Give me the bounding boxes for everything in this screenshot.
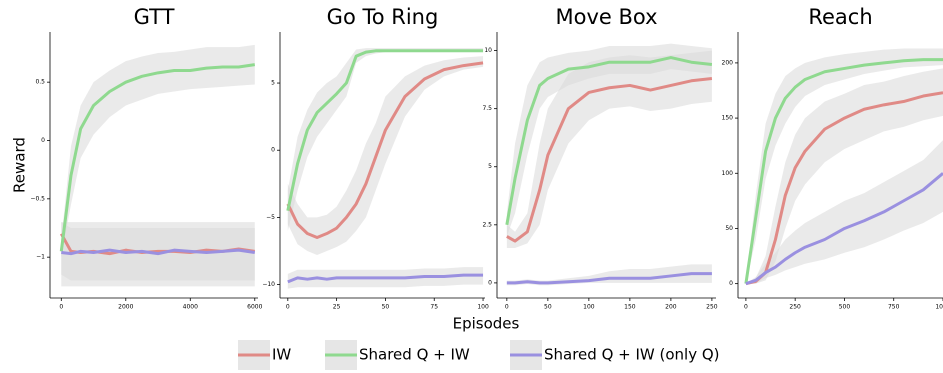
x-tick-label: 1000 (935, 304, 943, 311)
y-tick-label: −0.5 (30, 195, 45, 202)
series-line (744, 58, 943, 284)
y-tick-label: 2.5 (482, 221, 492, 228)
y-tick-label: 50 (725, 225, 733, 232)
x-tick-label: 0 (59, 304, 63, 311)
legend-label: Shared Q + IW (359, 346, 470, 364)
legend-label: Shared Q + IW (only Q) (544, 346, 720, 364)
x-axis-label: Episodes (453, 315, 520, 333)
x-tick-label: 75 (430, 304, 438, 311)
x-tick-label: 50 (382, 304, 390, 311)
y-tick-label: 200 (722, 59, 734, 66)
y-tick-label: 7.5 (482, 105, 492, 112)
series-line (505, 56, 713, 226)
subplot-title: GTT (134, 5, 175, 29)
x-tick-label: 750 (888, 304, 900, 311)
x-tick-label: 4000 (183, 304, 198, 311)
x-tick-label: 25 (333, 304, 341, 311)
series-line (745, 172, 943, 286)
y-tick-label: 0 (271, 147, 275, 154)
x-tick-label: 100 (583, 304, 595, 311)
x-tick-label: 0 (505, 304, 509, 311)
y-tick-label: −1 (36, 254, 45, 261)
series-line (506, 76, 713, 243)
confidence-band (287, 56, 484, 256)
legend-label: IW (272, 346, 291, 364)
y-tick-label: −5 (266, 214, 275, 221)
series-line (287, 273, 484, 284)
y-tick-label: 0.5 (35, 79, 45, 86)
y-tick-label: 100 (722, 170, 734, 177)
x-tick-label: 100 (477, 304, 489, 311)
confidence-band (745, 140, 943, 284)
y-tick-label: 0 (488, 279, 492, 286)
series-line (61, 248, 255, 256)
x-tick-label: 250 (789, 304, 801, 311)
series-line (745, 91, 943, 286)
x-tick-label: 200 (665, 304, 677, 311)
series-line (506, 272, 712, 285)
y-tick-label: −10 (262, 281, 275, 288)
series-line (59, 63, 255, 252)
x-tick-label: 0 (744, 304, 748, 311)
confidence-band (506, 264, 712, 286)
y-tick-label: 0 (729, 280, 733, 287)
y-tick-label: 5 (488, 163, 492, 170)
x-tick-label: 250 (706, 304, 718, 311)
x-tick-label: 50 (544, 304, 552, 311)
x-tick-label: 2000 (118, 304, 133, 311)
confidence-band (61, 44, 255, 258)
x-tick-label: 0 (286, 304, 290, 311)
subplot-title: Reach (808, 5, 872, 29)
subplot-title: Move Box (555, 5, 657, 29)
y-tick-label: 10 (484, 47, 492, 54)
x-tick-label: 6000 (247, 304, 262, 311)
y-tick-label: 5 (271, 80, 275, 87)
y-axis-label: Reward (11, 137, 29, 193)
series-line (286, 61, 484, 240)
y-tick-label: 0 (41, 137, 45, 144)
confidence-band (506, 50, 712, 249)
confidence-band (745, 68, 943, 284)
y-tick-label: 150 (722, 115, 734, 122)
series-line (286, 49, 484, 211)
x-tick-label: 150 (624, 304, 636, 311)
x-tick-label: 500 (839, 304, 851, 311)
subplot-title: Go To Ring (327, 5, 439, 29)
